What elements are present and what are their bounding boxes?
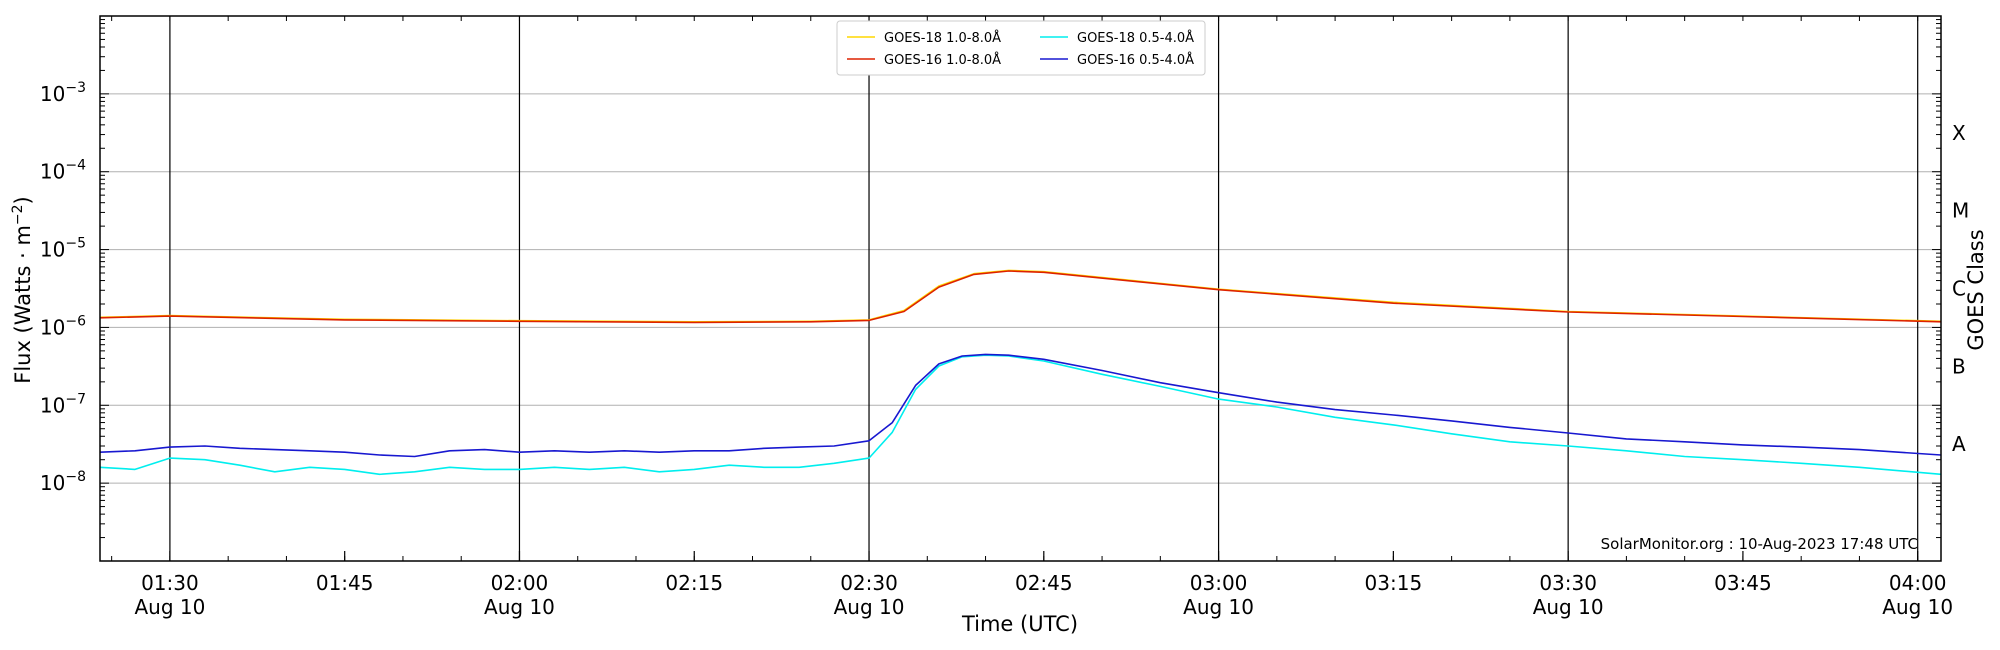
y-tick-label-5: 10−8: [40, 469, 86, 495]
goes-class-labels: X M C B A: [1952, 121, 1969, 456]
series-line-2: [99, 354, 1942, 476]
series-lines: [99, 269, 1942, 476]
x-tick-label-6: 03:00: [1190, 571, 1248, 595]
x-tick-label-9: 03:45: [1714, 571, 1772, 595]
y-tick-label-0: 10−3: [40, 80, 86, 106]
x-tick-date-10: Aug 10: [1882, 595, 1953, 619]
y-tick-label-exponent: −4: [65, 158, 86, 174]
x-tick-date-2: Aug 10: [484, 595, 555, 619]
y-tick-label-3: 10−6: [40, 313, 86, 339]
legend-label-1: GOES-16 1.0-8.0Å: [884, 52, 1001, 68]
series-line-1: [99, 270, 1942, 324]
y-tick-label-exponent: −7: [65, 391, 86, 407]
goes-class-a: A: [1952, 432, 1966, 456]
series-line-3: [99, 353, 1942, 458]
goes-class-x: X: [1952, 121, 1966, 145]
legend-label-3: GOES-16 0.5-4.0Å: [1077, 52, 1194, 68]
y-tick-label-base: 10: [40, 471, 65, 495]
legend: GOES-18 1.0-8.0Å GOES-18 0.5-4.0Å GOES-16 …: [836, 20, 1206, 76]
x-tick-date-8: Aug 10: [1533, 595, 1604, 619]
goes-class-c: C: [1952, 277, 1966, 301]
x-tick-label-7: 03:15: [1365, 571, 1423, 595]
y-tick-label-1: 10−4: [40, 158, 86, 184]
legend-label-2: GOES-18 0.5-4.0Å: [1077, 30, 1194, 46]
y-tick-label-base: 10: [40, 160, 65, 184]
grid-lines: [100, 93, 1941, 484]
plot-frame: [99, 15, 1942, 562]
legend-label-0: GOES-18 1.0-8.0Å: [884, 30, 1001, 46]
legend-box: [836, 20, 1206, 76]
x-axis-title: Time (UTC): [961, 612, 1078, 636]
y-tick-label-base: 10: [40, 315, 65, 339]
x-tick-date-6: Aug 10: [1183, 595, 1254, 619]
y-axis-ticks: 10−310−410−510−610−710−8: [40, 19, 1941, 562]
y-axis-title: Flux (Watts · m−2): [10, 196, 35, 384]
y-tick-label-exponent: −8: [65, 469, 86, 485]
x-tick-label-10: 04:00: [1889, 571, 1947, 595]
y-tick-label-4: 10−7: [40, 391, 86, 417]
y-tick-label-exponent: −5: [65, 236, 86, 252]
x-tick-label-4: 02:30: [840, 571, 898, 595]
y-tick-label-2: 10−5: [40, 236, 86, 262]
x-tick-date-0: Aug 10: [134, 595, 205, 619]
x-tick-date-4: Aug 10: [834, 595, 905, 619]
x-tick-label-5: 02:45: [1015, 571, 1073, 595]
goes-class-axis-title: GOES Class: [1964, 229, 1988, 350]
y-axis-title-exponent: −2: [10, 204, 26, 225]
x-tick-label-2: 02:00: [491, 571, 549, 595]
y-tick-label-exponent: −6: [65, 313, 86, 329]
x-tick-label-1: 01:45: [316, 571, 374, 595]
y-axis-title-main: Flux (Watts · m: [11, 225, 35, 384]
credit-text: SolarMonitor.org : 10-Aug-2023 17:48 UTC: [1601, 535, 1918, 553]
y-tick-label-base: 10: [40, 393, 65, 417]
y-tick-label-base: 10: [40, 82, 65, 106]
goes-class-b: B: [1952, 354, 1966, 378]
x-tick-label-8: 03:30: [1539, 571, 1597, 595]
y-tick-label-base: 10: [40, 238, 65, 262]
goes-class-m: M: [1952, 199, 1969, 223]
y-axis-title-close: ): [11, 196, 35, 204]
x-tick-label-0: 01:30: [141, 571, 199, 595]
y-tick-label-exponent: −3: [65, 80, 86, 96]
x-tick-label-3: 02:15: [665, 571, 723, 595]
